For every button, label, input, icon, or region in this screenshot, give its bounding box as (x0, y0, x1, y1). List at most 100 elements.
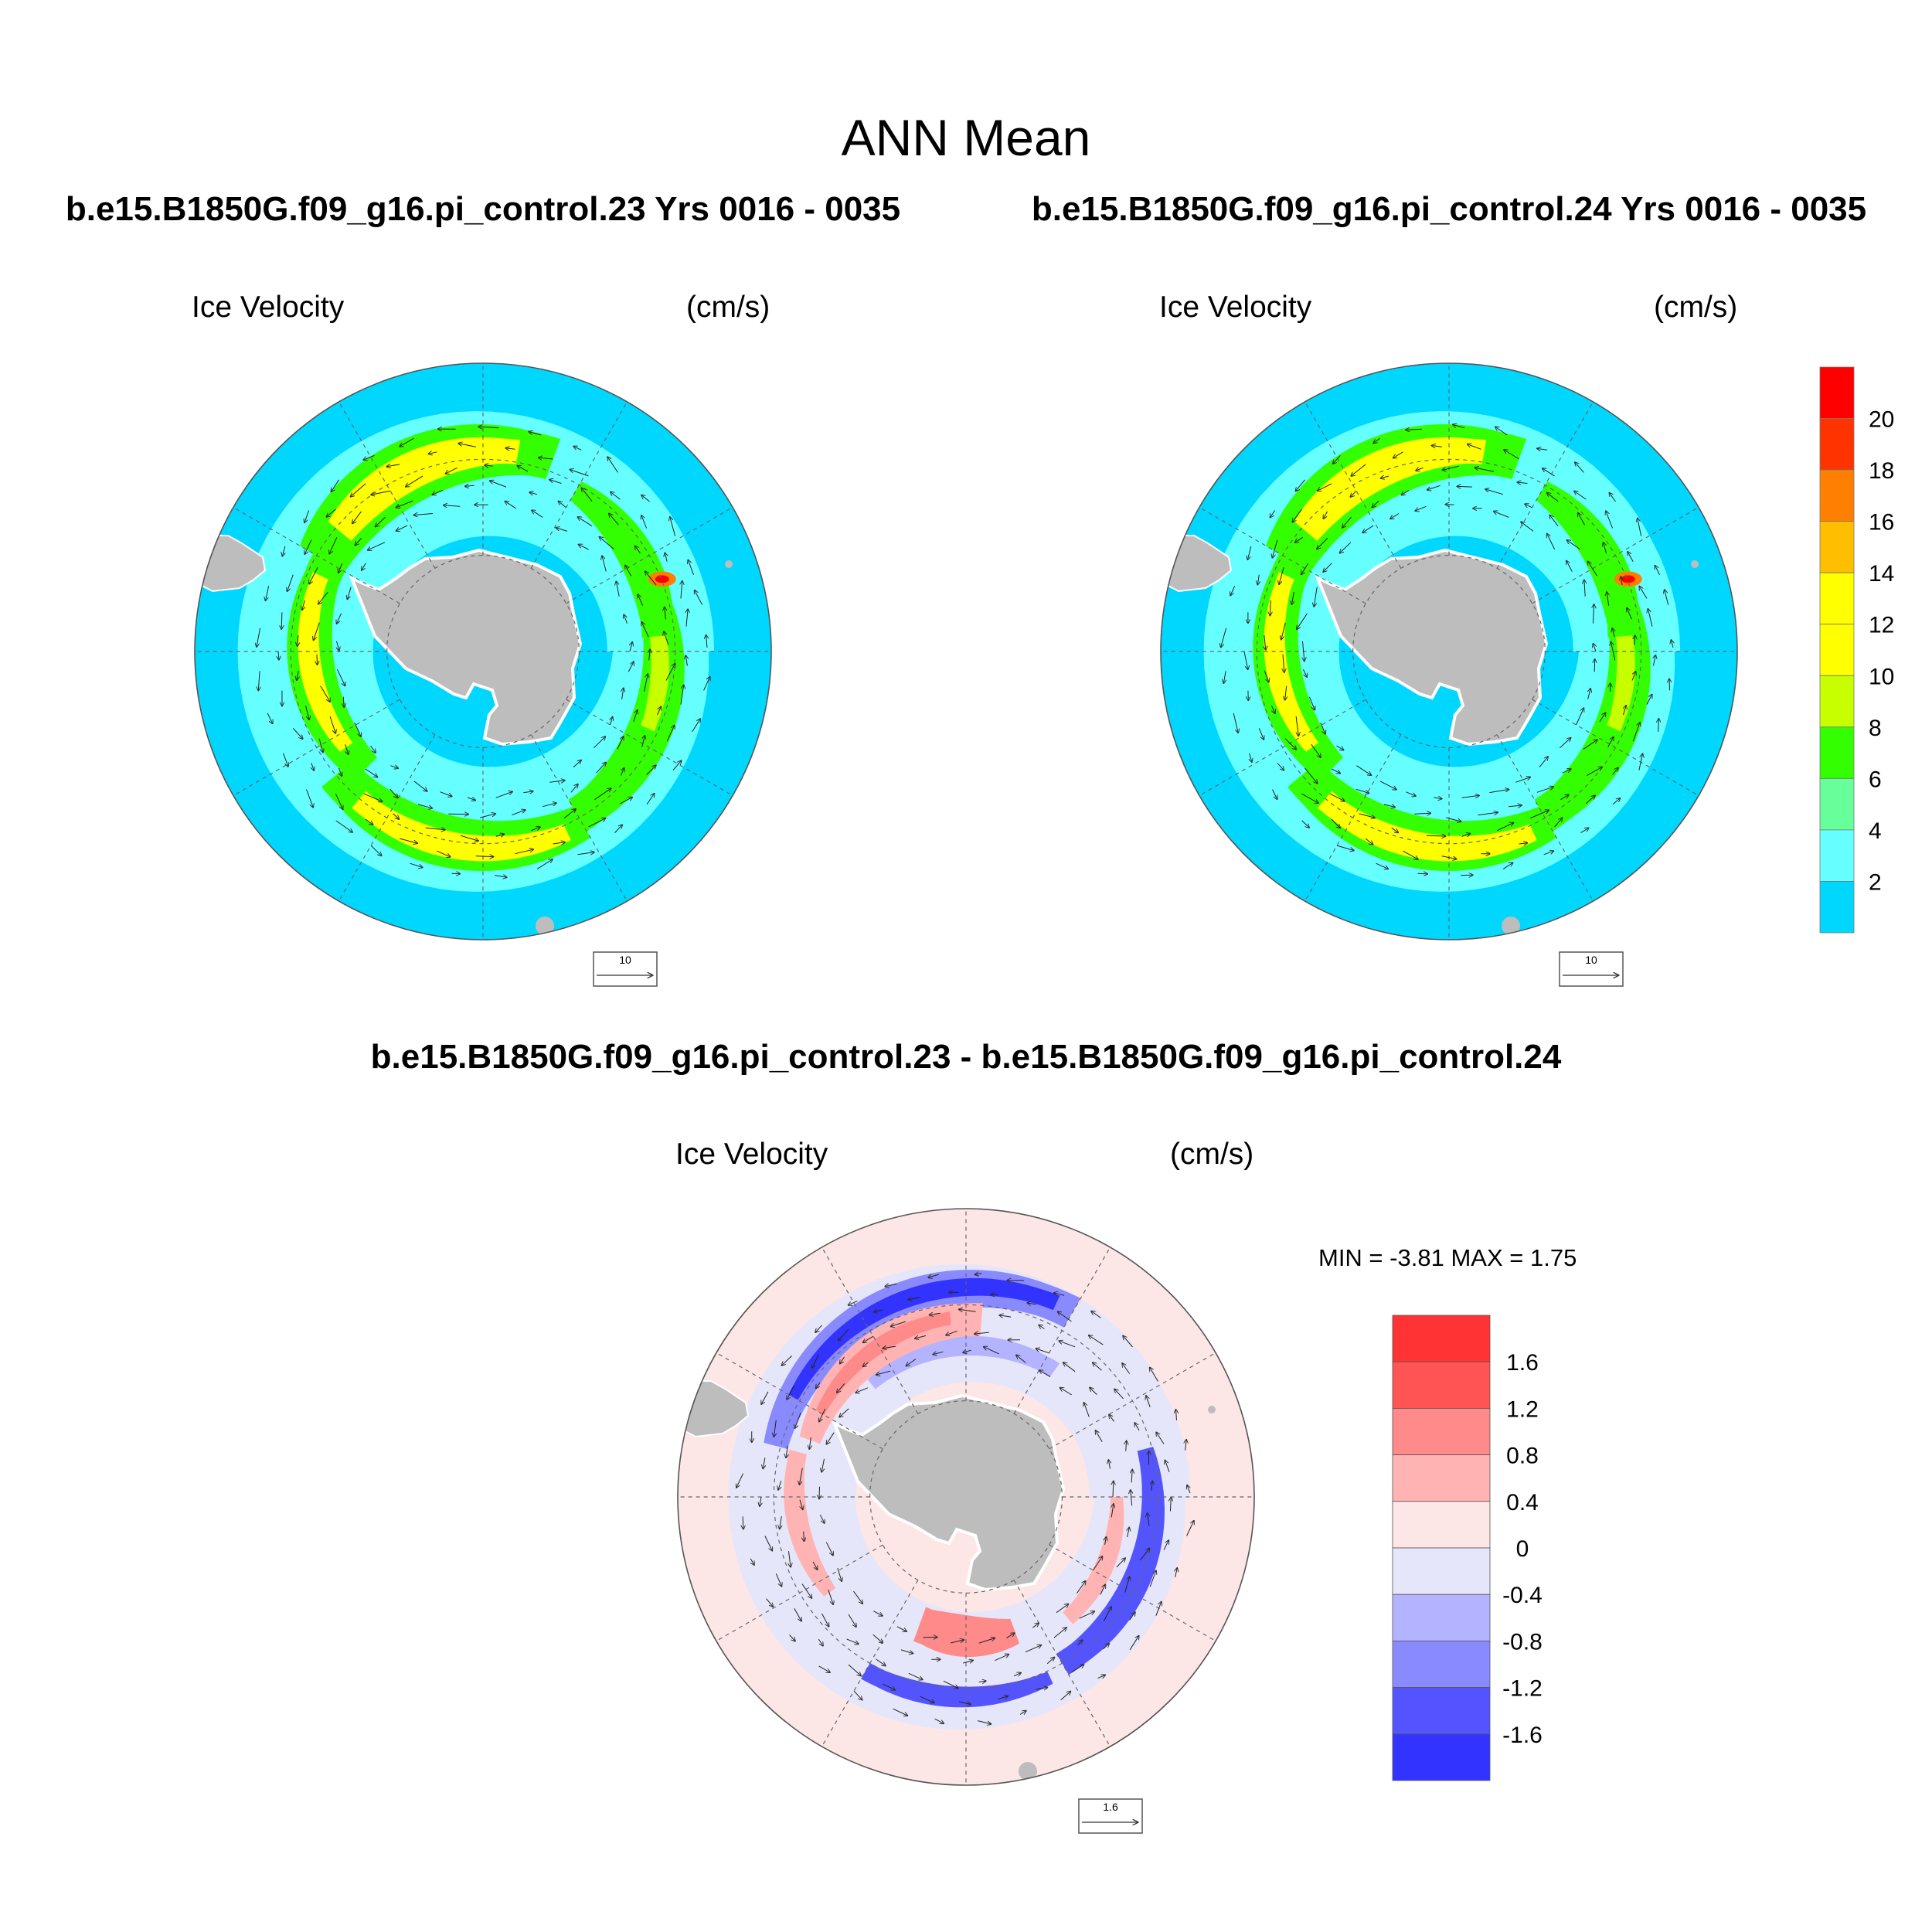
velocity-arrow (883, 1346, 896, 1349)
velocity-arrow (1317, 538, 1328, 549)
velocity-arrow (1071, 1665, 1084, 1673)
velocity-arrow (685, 655, 687, 666)
velocity-arrow (1013, 1673, 1021, 1676)
velocity-colorbar-label-2: 16 (1869, 510, 1894, 536)
difference-colorbar-label-5: -0.4 (1502, 1583, 1543, 1608)
velocity-arrow (1128, 1528, 1130, 1538)
velocity-arrow (978, 1681, 986, 1682)
velocity-arrow (1149, 1571, 1156, 1587)
velocity-arrow (1039, 1370, 1051, 1377)
meridian-line-4 (821, 1247, 919, 1414)
antarctica-landmass (832, 1393, 1066, 1592)
velocity-arrow (646, 765, 656, 775)
velocity-arrow (1151, 1481, 1152, 1491)
velocity-arrow (1056, 1604, 1068, 1614)
velocity-arrow (573, 760, 581, 768)
velocity-arrow (611, 492, 621, 500)
meridian-line-2 (530, 401, 628, 569)
velocity-colorbar-label-5: 10 (1869, 664, 1894, 689)
velocity-arrow (371, 490, 391, 495)
island (1502, 917, 1520, 935)
velocity-arrow (828, 1590, 833, 1604)
reference-vector-box-diff: 1.6 (1078, 1798, 1143, 1834)
velocity-arrow (1362, 525, 1374, 532)
velocity-arrow (1036, 1349, 1049, 1354)
velocity-arrow (1323, 563, 1332, 572)
velocity-arrow (306, 789, 314, 808)
velocity-arrow (311, 763, 314, 770)
velocity-arrow (692, 719, 700, 733)
velocity-arrow (305, 706, 310, 719)
antarctica-landmass (349, 548, 583, 747)
velocity-arrow (376, 516, 386, 526)
panel-b-run-title: b.e15.B1850G.f09_g16.pi_control.24 Yrs 0… (1031, 190, 1867, 228)
velocity-arrow (304, 539, 312, 554)
velocity-arrow (1508, 805, 1522, 807)
velocity-arrow (975, 1332, 989, 1334)
velocity-arrow (257, 628, 261, 647)
velocity-arrow (1264, 670, 1269, 682)
velocity-arrow (314, 622, 320, 641)
velocity-arrow (1124, 1577, 1130, 1593)
meridian-line-7 (233, 699, 400, 797)
velocity-arrow (1311, 743, 1321, 757)
velocity-arrow (573, 447, 582, 451)
velocity-arrow (594, 736, 605, 749)
velocity-arrow (825, 1542, 833, 1556)
panel-b-variable-label: Ice Velocity (1159, 291, 1312, 324)
velocity-arrow (1560, 795, 1568, 801)
velocity-arrow (1096, 1430, 1103, 1443)
velocity-arrow (1032, 1623, 1039, 1628)
meridian-line-4 (1304, 401, 1402, 569)
velocity-arrow (607, 457, 618, 473)
velocity-arrow (1393, 451, 1403, 458)
velocity-arrow (787, 1385, 795, 1400)
velocity-arrow (283, 753, 288, 767)
velocity-arrow (963, 1350, 971, 1352)
velocity-arrow (616, 581, 620, 597)
velocity-arrow (908, 1672, 923, 1679)
velocity-arrow (621, 768, 624, 776)
velocity-arrow (563, 809, 576, 819)
velocity-arrow (641, 622, 649, 638)
velocity-arrow (795, 1412, 801, 1428)
velocity-arrow (1221, 628, 1227, 648)
reference-vector-label-b: 10 (1585, 954, 1597, 966)
velocity-arrow (760, 1496, 761, 1506)
difference-colorbar-label-7: -1.2 (1502, 1676, 1543, 1702)
velocity-arrow (827, 1432, 835, 1444)
velocity-arrow (1281, 622, 1286, 640)
velocity-arrow (1567, 540, 1580, 550)
velocity-arrow (1329, 793, 1345, 801)
meridian-line-11 (566, 699, 733, 797)
velocity-arrow (799, 1468, 803, 1485)
velocity-arrow (1097, 1675, 1106, 1679)
velocity-arrow (1549, 515, 1559, 527)
velocity-arrow (908, 1298, 920, 1300)
difference-variable-label: Ice Velocity (675, 1138, 828, 1171)
velocity-arrow (400, 437, 414, 447)
velocity-arrow (1303, 641, 1304, 662)
velocity-arrow (1140, 1549, 1150, 1561)
velocity-arrow (1053, 1628, 1066, 1638)
velocity-arrow (335, 793, 342, 809)
velocity-arrow (780, 1516, 782, 1529)
velocity-arrow (958, 1701, 971, 1705)
velocity-arrow (1111, 1504, 1114, 1518)
velocity-arrow (819, 1514, 824, 1523)
velocity-arrow (512, 810, 525, 816)
velocity-arrow (706, 635, 707, 648)
velocity-arrow (801, 1583, 811, 1598)
velocity-arrow (588, 818, 606, 828)
velocity-arrow (1292, 509, 1302, 522)
velocity-arrow (1059, 1341, 1076, 1348)
velocity-arrow (670, 517, 676, 536)
velocity-arrow (1578, 513, 1585, 526)
velocity-arrow (855, 1387, 869, 1393)
velocity-arrow (1525, 504, 1532, 509)
velocity-arrow (495, 834, 505, 836)
velocity-arrow (812, 1354, 819, 1368)
velocity-arrow (1628, 552, 1634, 563)
velocity-colorbar-box-2 (1819, 469, 1855, 522)
